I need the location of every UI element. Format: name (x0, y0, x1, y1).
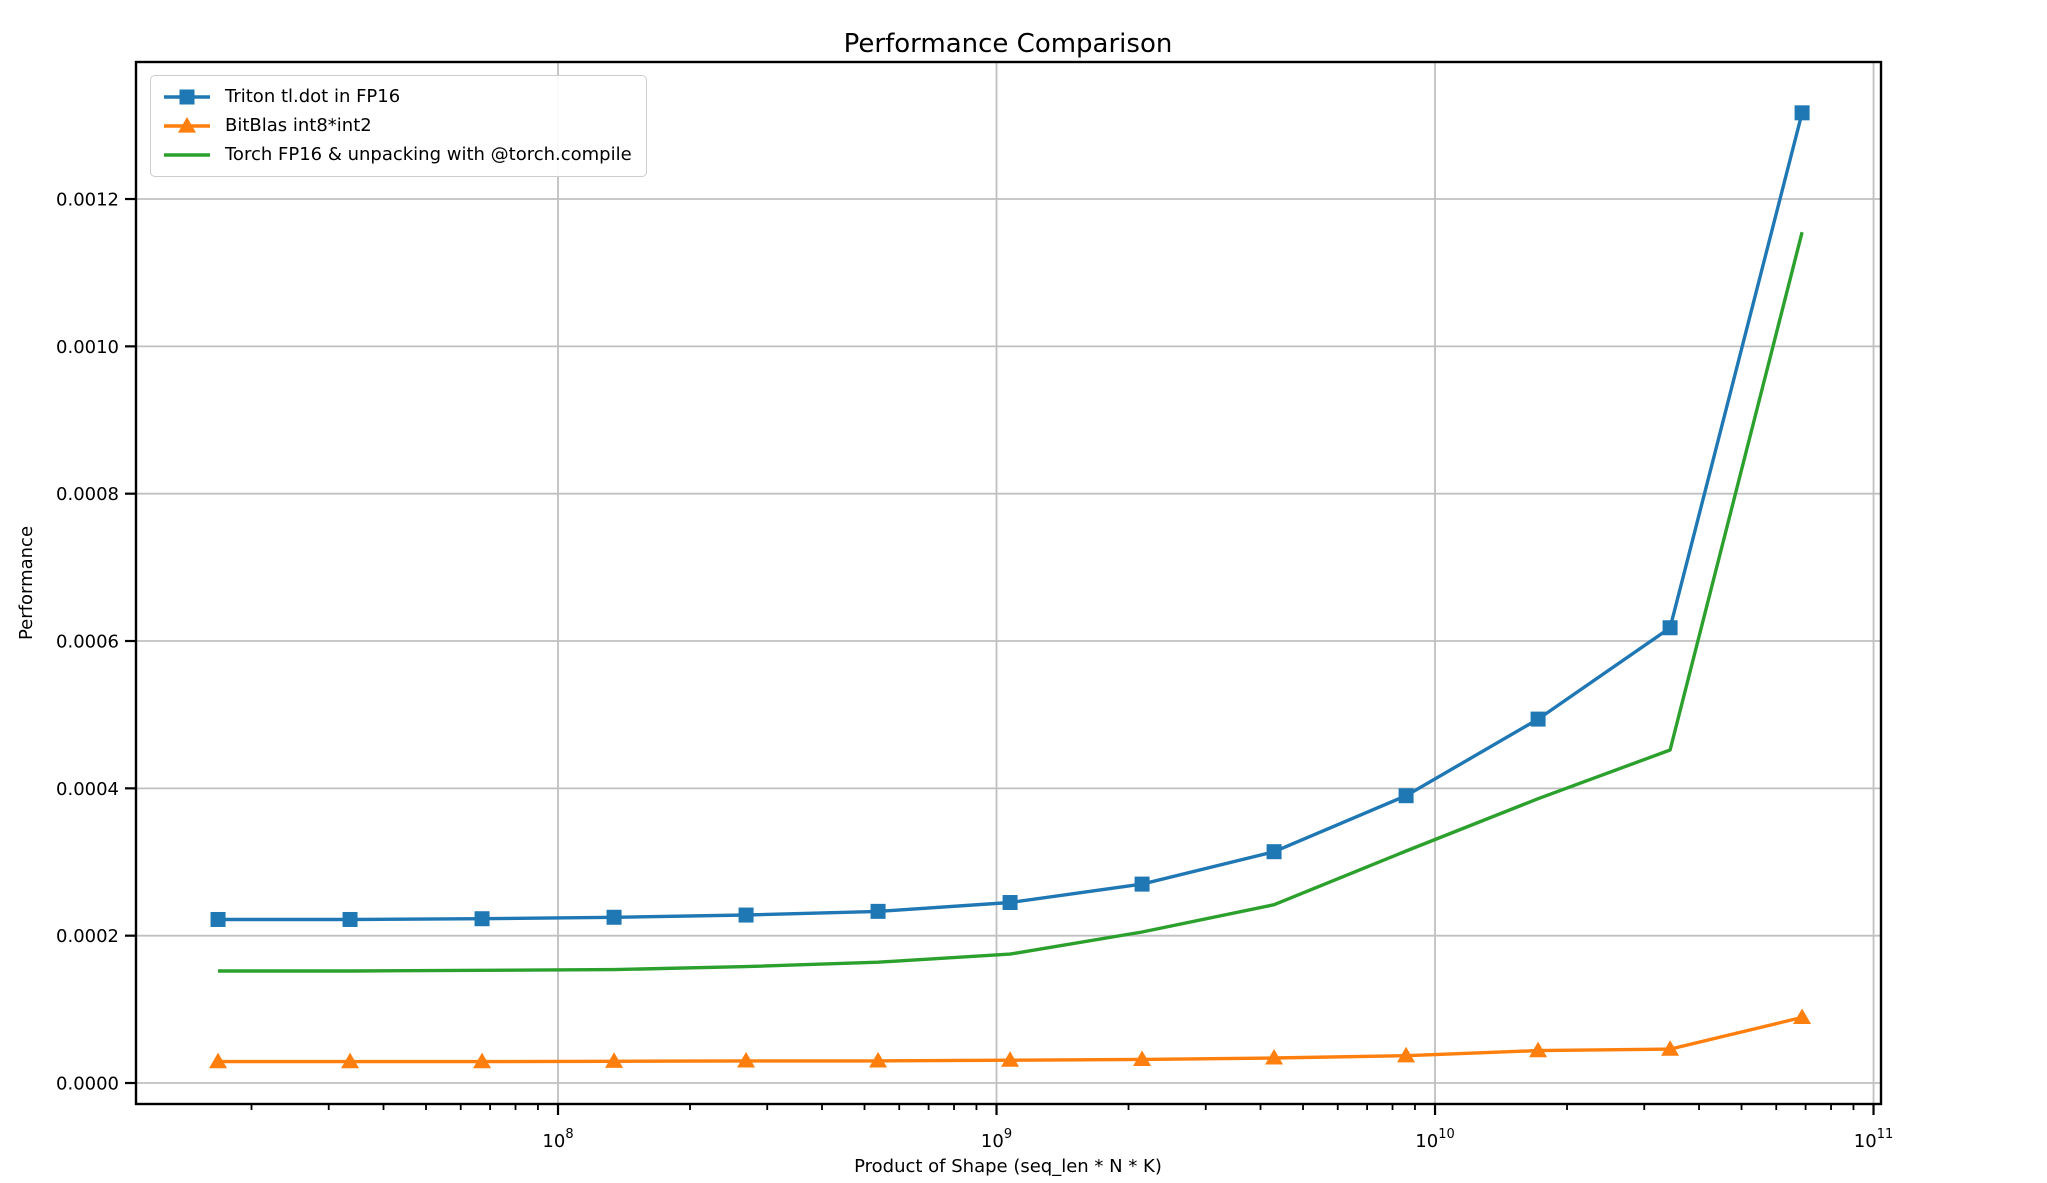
legend-item-0: Triton tl.dot in FP16 (162, 84, 632, 110)
x-axis-label: Product of Shape (seq_len * N * K) (854, 1156, 1162, 1177)
y-axis-label: Performance (16, 526, 37, 640)
triangle-marker-icon (1397, 1046, 1416, 1063)
square-marker-icon (1266, 844, 1282, 860)
y-tick-label: 0.0002 (56, 926, 119, 947)
square-marker-icon (474, 911, 490, 927)
x-tick-label: 1010 (1415, 1127, 1454, 1152)
square-marker-icon (606, 909, 622, 925)
triangle-marker-icon (473, 1052, 492, 1069)
y-tick-label: 0.0000 (56, 1074, 119, 1095)
legend-label: Torch FP16 & unpacking with @torch.compi… (225, 144, 632, 165)
legend-item-1: BitBlas int8*int2 (162, 113, 632, 139)
triangle-marker-icon (737, 1051, 756, 1068)
y-tick-label: 0.0012 (56, 190, 119, 211)
triangle-marker-icon (209, 1052, 228, 1069)
square-marker-icon (870, 903, 886, 919)
square-marker-icon (738, 907, 754, 923)
x-tick-label: 108 (542, 1127, 573, 1152)
square-marker-icon (1794, 105, 1810, 121)
x-tick-label: 109 (981, 1127, 1012, 1152)
triangle-marker-icon (869, 1051, 888, 1068)
legend-swatch-triangle-icon (164, 117, 210, 133)
triangle-marker-icon (1133, 1050, 1152, 1067)
axes: 0.0000 0.0002 0.0004 0.0006 0.0008 0.0010 0.00… (56, 60, 1893, 1152)
legend-item-2: Torch FP16 & unpacking with @torch.compi… (162, 142, 632, 168)
triangle-marker-icon (1001, 1051, 1020, 1067)
y-tick-label: 0.0008 (56, 484, 119, 505)
legend-swatch-square-icon (164, 89, 210, 105)
triangle-marker-icon (1265, 1048, 1284, 1065)
legend-label: Triton tl.dot in FP16 (225, 86, 401, 107)
square-marker-icon (210, 911, 226, 927)
series-line-0 (218, 112, 1804, 922)
square-marker-icon (1002, 895, 1018, 911)
series-line-2 (218, 231, 1804, 973)
y-tick-label: 0.0010 (56, 337, 119, 358)
x-tick-label: 1011 (1854, 1127, 1893, 1152)
legend-swatch-line-icon (164, 153, 210, 157)
triangle-marker-icon (1661, 1040, 1680, 1056)
square-marker-icon (1398, 788, 1414, 804)
square-marker-icon (1134, 876, 1150, 892)
square-marker-icon (1530, 711, 1546, 727)
triangle-marker-icon (1529, 1041, 1548, 1058)
chart-title: Performance Comparison (844, 29, 1173, 59)
plot-frame (134, 60, 1883, 1106)
square-marker-icon (1662, 620, 1678, 636)
y-tick-label: 0.0004 (56, 779, 119, 800)
gridlines (136, 62, 1881, 1104)
triangle-marker-icon (605, 1052, 624, 1068)
square-marker-icon (342, 911, 358, 927)
legend-label: BitBlas int8*int2 (225, 115, 372, 136)
triangle-marker-icon (341, 1052, 360, 1069)
legend: Triton tl.dot in FP16 BitBlas int8*int2 To… (150, 75, 647, 177)
data-series (209, 105, 1812, 1069)
triangle-marker-icon (1793, 1008, 1812, 1025)
y-tick-label: 0.0006 (56, 632, 119, 653)
